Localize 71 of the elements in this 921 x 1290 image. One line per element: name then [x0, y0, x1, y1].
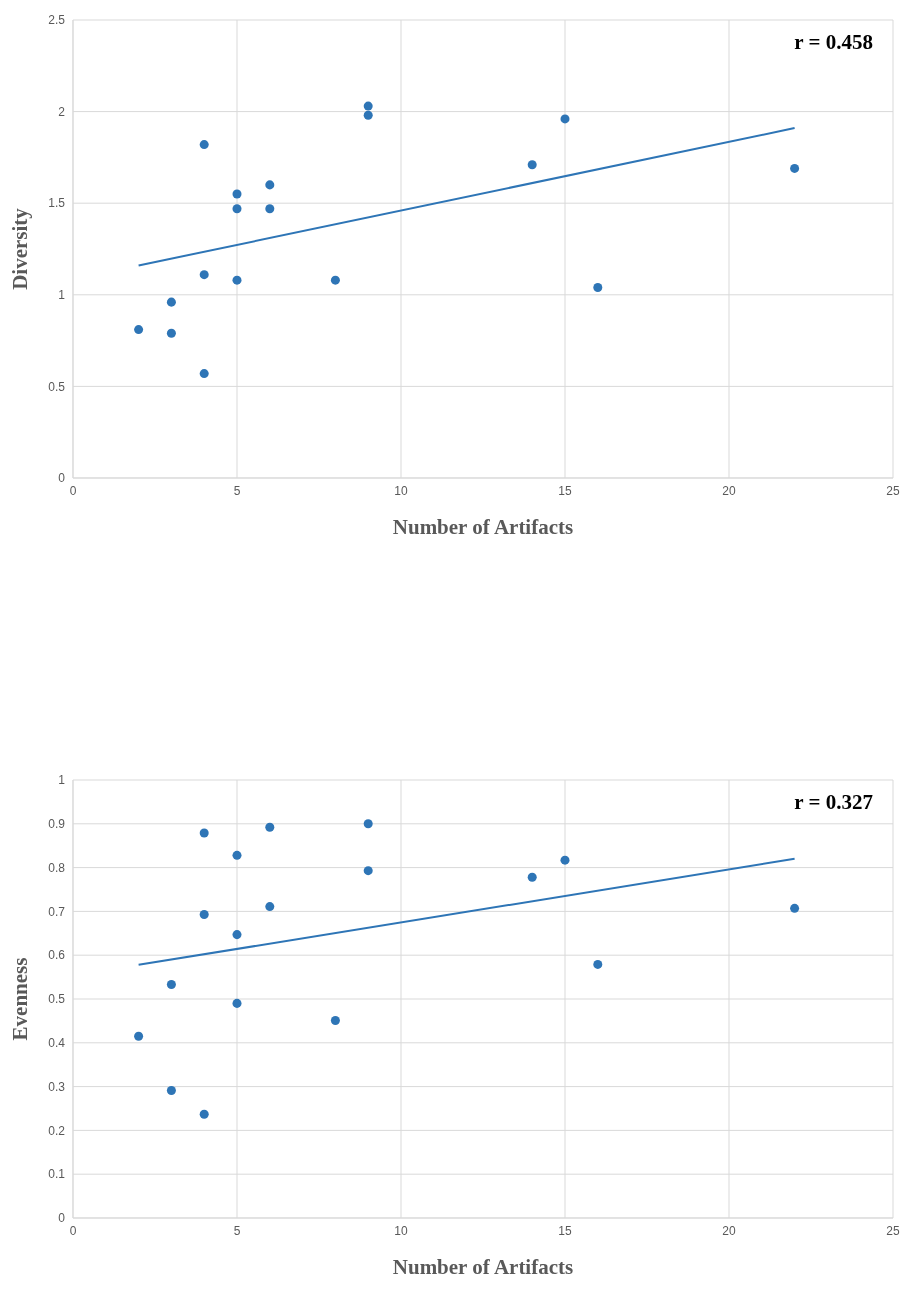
x-tick-label: 25: [886, 1223, 900, 1238]
point: [166, 297, 176, 307]
point: [790, 903, 800, 913]
x-tick-label: 10: [394, 1223, 408, 1238]
point: [232, 204, 242, 214]
point: [560, 114, 570, 124]
point: [199, 909, 209, 919]
point: [134, 325, 144, 335]
point: [363, 866, 373, 876]
point: [232, 930, 242, 940]
point: [232, 998, 242, 1008]
point: [199, 140, 209, 150]
x-tick-label: 10: [394, 483, 408, 498]
y-tick-label: 2.5: [48, 13, 66, 28]
y-axis-title: Evenness: [8, 957, 33, 1041]
y-tick-label: 2: [58, 104, 66, 119]
x-tick-label: 15: [558, 1223, 572, 1238]
y-tick-label: 0.8: [48, 860, 66, 875]
point: [166, 980, 176, 990]
point: [199, 1109, 209, 1119]
point: [593, 959, 603, 969]
point: [363, 819, 373, 829]
y-tick-label: 0.4: [48, 1036, 66, 1051]
y-tick-label: 0.5: [48, 992, 66, 1007]
y-tick-label: 0: [58, 1211, 66, 1226]
y-tick-label: 0.9: [48, 817, 66, 832]
point: [330, 275, 340, 285]
x-tick-label: 5: [233, 483, 241, 498]
y-tick-label: 1.5: [48, 196, 66, 211]
y-tick-label: 0.5: [48, 379, 66, 394]
point: [166, 1086, 176, 1096]
point: [265, 204, 275, 214]
point: [199, 270, 209, 280]
point: [363, 110, 373, 120]
y-tick-label: 0.2: [48, 1123, 66, 1138]
annotation: r = 0.458: [794, 30, 873, 55]
y-tick-label: 0: [58, 471, 66, 486]
point: [560, 855, 570, 865]
point: [199, 828, 209, 838]
point: [363, 101, 373, 111]
x-tick-label: 20: [722, 483, 736, 498]
point: [232, 189, 242, 199]
y-tick-label: 0.7: [48, 904, 66, 919]
point: [330, 1015, 340, 1025]
point: [232, 850, 242, 860]
x-tick-label: 20: [722, 1223, 736, 1238]
x-axis-title: Number of Artifacts: [392, 1255, 574, 1279]
point: [232, 275, 242, 285]
x-axis-title: Number of Artifacts: [392, 515, 574, 539]
annotation: r = 0.327: [794, 790, 873, 815]
x-tick-label: 25: [886, 483, 900, 498]
y-tick-label: 1: [58, 773, 66, 788]
y-tick-label: 1: [58, 288, 66, 303]
y-tick-label: 0.3: [48, 1079, 66, 1094]
point: [134, 1031, 144, 1041]
point: [527, 160, 537, 170]
point: [265, 822, 275, 832]
x-tick-label: 0: [69, 483, 77, 498]
point: [166, 328, 176, 338]
point: [265, 180, 275, 190]
x-tick-label: 0: [69, 1223, 77, 1238]
y-tick-label: 0.6: [48, 948, 66, 963]
point: [265, 902, 275, 912]
y-tick-label: 0.1: [48, 1167, 66, 1182]
point: [790, 163, 800, 173]
x-tick-label: 15: [558, 483, 572, 498]
point: [527, 872, 537, 882]
point: [199, 369, 209, 379]
point: [593, 282, 603, 292]
y-axis-title: Diversity: [8, 207, 33, 290]
x-tick-label: 5: [233, 1223, 241, 1238]
